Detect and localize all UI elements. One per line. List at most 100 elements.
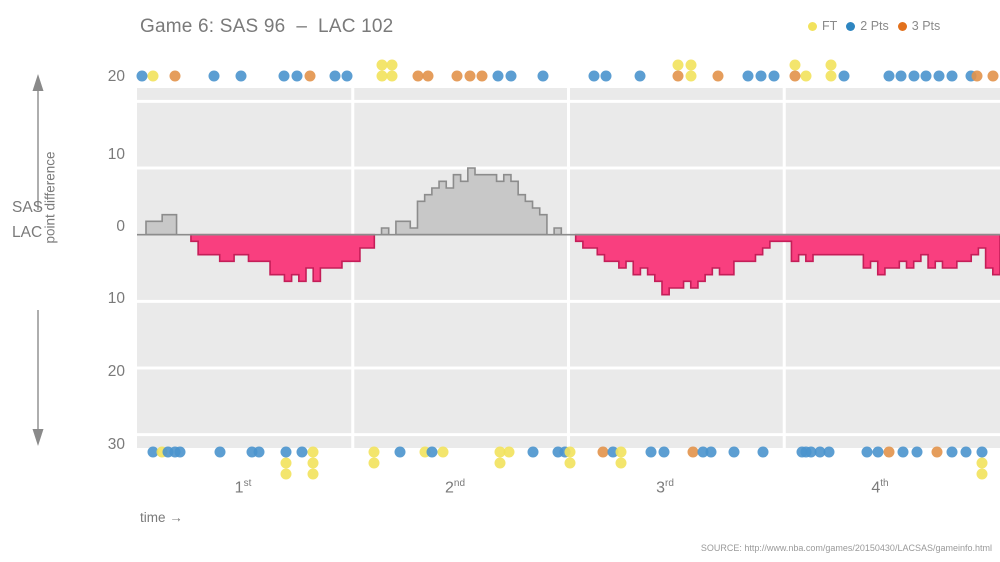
score-dot bbox=[838, 70, 850, 82]
q1-num: 1 bbox=[234, 479, 244, 497]
score-dot bbox=[208, 70, 220, 82]
score-dot bbox=[897, 446, 909, 458]
score-dot bbox=[503, 446, 515, 458]
q2-num: 2 bbox=[444, 479, 454, 497]
score-dot bbox=[552, 446, 564, 458]
score-dot bbox=[645, 446, 657, 458]
legend: FT 2 Pts 3 Pts bbox=[808, 19, 940, 33]
score-dot bbox=[814, 446, 826, 458]
margin-step-area bbox=[137, 88, 1000, 448]
score-dot bbox=[976, 457, 988, 469]
score-dot bbox=[278, 70, 290, 82]
score-dot bbox=[505, 70, 517, 82]
score-dot bbox=[169, 70, 181, 82]
q4-suffix: th bbox=[880, 478, 889, 489]
legend-item-ft[interactable]: FT bbox=[808, 19, 837, 33]
score-dot bbox=[426, 446, 438, 458]
x-tick-q2: 2nd bbox=[445, 478, 465, 497]
x-tick-q1: 1st bbox=[235, 478, 252, 497]
x-tick-q4: 4th bbox=[871, 478, 888, 497]
score-dot bbox=[494, 446, 506, 458]
score-dot bbox=[685, 59, 697, 71]
team-label-bottom: LAC bbox=[12, 224, 43, 241]
score-dot bbox=[658, 446, 670, 458]
score-dot bbox=[757, 446, 769, 458]
score-dot bbox=[368, 457, 380, 469]
score-dot bbox=[588, 70, 600, 82]
score-dot bbox=[304, 70, 316, 82]
score-dot bbox=[296, 446, 308, 458]
score-dot bbox=[412, 70, 423, 82]
score-dot bbox=[634, 70, 646, 82]
score-dot bbox=[825, 59, 837, 71]
legend-item-3pts[interactable]: 3 Pts bbox=[897, 19, 940, 33]
score-dot bbox=[946, 70, 957, 82]
plot-area[interactable] bbox=[137, 88, 1000, 448]
score-dot bbox=[136, 70, 148, 82]
score-dot bbox=[883, 446, 894, 458]
score-dot bbox=[147, 70, 159, 82]
score-dot bbox=[527, 446, 538, 458]
score-dot bbox=[476, 70, 488, 82]
score-dot bbox=[987, 70, 999, 82]
score-dot bbox=[976, 468, 988, 480]
score-dot bbox=[147, 446, 159, 458]
score-dot bbox=[800, 70, 812, 82]
score-dot bbox=[672, 70, 684, 82]
score-dot bbox=[728, 446, 740, 458]
team-label-top: SAS bbox=[12, 199, 44, 216]
y-tick-0: 0 bbox=[116, 218, 125, 235]
y-axis-label: point difference bbox=[42, 151, 58, 244]
score-dot bbox=[697, 446, 709, 458]
score-dot bbox=[419, 446, 431, 458]
score-dot bbox=[376, 70, 387, 82]
score-dot bbox=[494, 457, 506, 469]
score-dot bbox=[307, 457, 319, 469]
score-dot bbox=[600, 70, 612, 82]
score-dot bbox=[492, 70, 504, 82]
score-dot bbox=[825, 70, 837, 82]
y-tick-30-neg: 30 bbox=[107, 436, 125, 453]
q2-suffix: nd bbox=[453, 478, 466, 489]
score-dot bbox=[291, 70, 303, 82]
score-dot bbox=[908, 70, 920, 82]
score-dot bbox=[386, 70, 398, 82]
q1-suffix: st bbox=[243, 478, 252, 489]
score-dot bbox=[920, 70, 932, 82]
score-dot bbox=[307, 446, 319, 458]
score-dot bbox=[960, 446, 972, 458]
q3-suffix: rd bbox=[665, 478, 674, 489]
score-dot bbox=[422, 70, 434, 82]
score-dot bbox=[789, 59, 801, 71]
legend-label-ft: FT bbox=[822, 19, 838, 33]
score-dot bbox=[214, 446, 226, 458]
y-axis: 20 10 0 10 20 30 bbox=[70, 0, 125, 562]
score-dot bbox=[789, 70, 801, 82]
legend-swatch-ft bbox=[808, 21, 817, 31]
score-dot bbox=[615, 457, 627, 469]
score-dot bbox=[946, 446, 957, 458]
q4-num: 4 bbox=[871, 479, 881, 497]
score-dot bbox=[872, 446, 884, 458]
score-dot bbox=[235, 70, 247, 82]
y-tick-10-neg: 10 bbox=[107, 290, 125, 307]
x-tick-q3: 3rd bbox=[656, 478, 674, 497]
score-dot bbox=[976, 446, 988, 458]
score-dot bbox=[280, 446, 292, 458]
score-dot bbox=[451, 70, 463, 82]
score-dot bbox=[971, 70, 983, 82]
y-tick-10-pos: 10 bbox=[107, 146, 125, 163]
score-dot bbox=[368, 446, 380, 458]
legend-label-2pts: 2 Pts bbox=[860, 19, 889, 33]
score-dot bbox=[564, 457, 576, 469]
chart-title: Game 6: SAS 96 – LAC 102 bbox=[140, 16, 394, 37]
score-dot bbox=[883, 70, 894, 82]
score-dot bbox=[861, 446, 873, 458]
q3-num: 3 bbox=[656, 479, 665, 497]
score-dot bbox=[307, 468, 319, 480]
score-dot bbox=[386, 59, 398, 71]
score-dot bbox=[246, 446, 258, 458]
score-dot bbox=[607, 446, 619, 458]
legend-item-2pts[interactable]: 2 Pts bbox=[846, 19, 889, 33]
score-dot bbox=[755, 70, 767, 82]
